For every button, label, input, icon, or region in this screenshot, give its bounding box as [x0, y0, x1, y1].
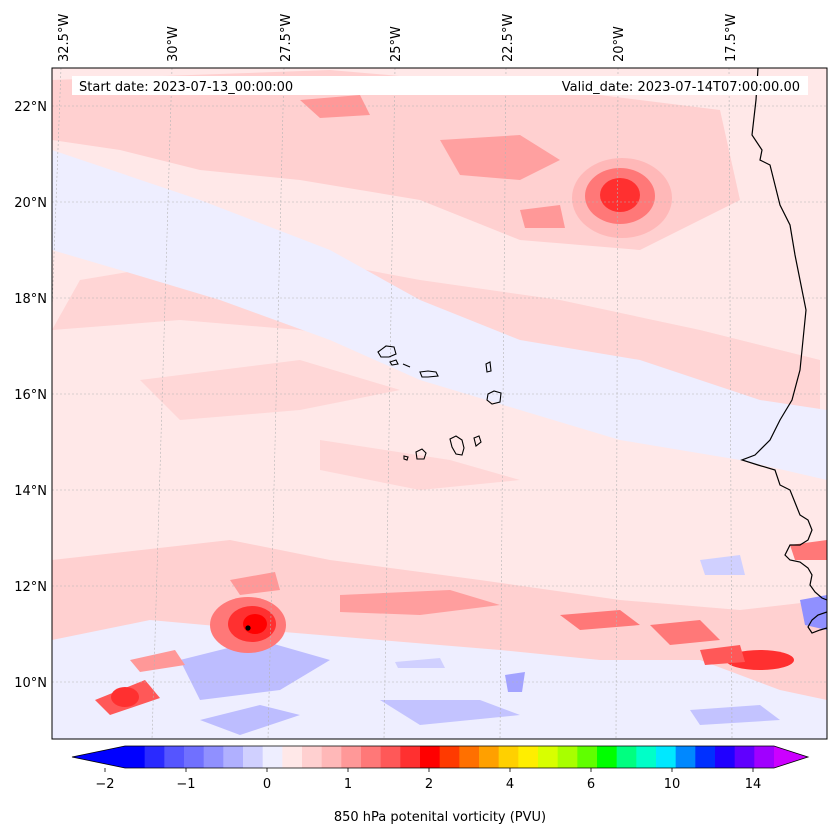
lon-label: 17.5°W — [724, 14, 739, 62]
colorbar-cells — [125, 746, 775, 768]
start-date-text: Start date: 2023-07-13_00:00:00 — [79, 80, 293, 95]
colorbar-cell — [302, 746, 323, 768]
colorbar-cell — [715, 746, 736, 768]
colorbar-cell — [538, 746, 559, 768]
africa-coastline — [740, 68, 827, 601]
graticule — [52, 68, 827, 739]
colorbar-cell — [420, 746, 441, 768]
colorbar-cell — [518, 746, 539, 768]
map-area — [52, 68, 827, 739]
colorbar-cell — [203, 746, 224, 768]
colorbar-cell — [734, 746, 755, 768]
lon-label: 22.5°W — [501, 14, 516, 62]
colorbar-cell — [675, 746, 696, 768]
colorbar-cell — [282, 746, 303, 768]
colorbar-cell — [321, 746, 342, 768]
lat-label: 14°N — [14, 484, 47, 499]
colorbar-under-arrow — [72, 746, 125, 768]
lon-label: 30°W — [166, 26, 181, 62]
colorbar-cell — [636, 746, 657, 768]
cbar-tick-label: 1 — [344, 777, 352, 792]
lon-label: 20°W — [612, 26, 627, 62]
colorbar-cell — [498, 746, 519, 768]
colorbar-cell — [656, 746, 677, 768]
colorbar-cell — [695, 746, 716, 768]
colorbar-cell — [243, 746, 264, 768]
colorbar-cell — [754, 746, 775, 768]
lat-label: 12°N — [14, 580, 47, 595]
pv-strong-features — [95, 95, 827, 715]
cbar-tick-label: 14 — [745, 777, 762, 792]
africa-coastline-south — [807, 611, 827, 634]
colorbar-cell — [125, 746, 146, 768]
colorbar-cell — [262, 746, 283, 768]
colorbar-cell — [616, 746, 637, 768]
cbar-tick-label: 0 — [263, 777, 271, 792]
header-box — [72, 76, 808, 95]
colorbar-over-arrow — [774, 746, 808, 768]
colorbar-cell — [184, 746, 205, 768]
colorbar-cell — [479, 746, 500, 768]
colorbar-outline — [71, 745, 810, 769]
cbar-tick-label: −2 — [95, 777, 114, 792]
valid-date-text: Valid_date: 2023-07-14T07:00:00.00 — [562, 80, 800, 95]
map-border — [51, 67, 828, 740]
cbar-tick-label: 6 — [587, 777, 595, 792]
colorbar: −2 −1 0 1 2 4 6 10 14 850 hPa potenital … — [71, 745, 810, 825]
lat-label: 22°N — [14, 100, 47, 115]
lat-label: 10°N — [14, 676, 47, 691]
colorbar-cell — [341, 746, 362, 768]
pv-negative-bands — [52, 150, 827, 739]
lon-label: 32.5°W — [57, 14, 72, 62]
colorbar-cell — [144, 746, 165, 768]
colorbar-cell — [439, 746, 460, 768]
colorbar-cell — [223, 746, 244, 768]
colorbar-cell — [459, 746, 480, 768]
latitude-labels: 22°N 20°N 18°N 16°N 14°N 12°N 10°N — [14, 100, 47, 691]
colorbar-tick-labels: −2 −1 0 1 2 4 6 10 14 — [95, 777, 761, 792]
lat-label: 16°N — [14, 388, 47, 403]
cbar-tick-label: 10 — [664, 777, 681, 792]
colorbar-cell — [557, 746, 578, 768]
lat-label: 20°N — [14, 196, 47, 211]
cbar-tick-label: 4 — [506, 777, 514, 792]
colorbar-cell — [361, 746, 382, 768]
lon-label: 25°W — [389, 26, 404, 62]
colorbar-cell — [380, 746, 401, 768]
colorbar-label: 850 hPa potenital vorticity (PVU) — [334, 810, 546, 825]
colorbar-cell — [597, 746, 618, 768]
colorbar-ticks — [104, 768, 754, 772]
lon-label: 27.5°W — [279, 14, 294, 62]
longitude-labels: 32.5°W 30°W 27.5°W 25°W 22.5°W 20°W 17.5… — [57, 14, 739, 62]
colorbar-cell — [577, 746, 598, 768]
cape-verde-islands — [377, 345, 502, 461]
colorbar-cell — [164, 746, 185, 768]
cbar-tick-label: −1 — [176, 777, 195, 792]
cbar-tick-label: 2 — [425, 777, 433, 792]
lat-label: 18°N — [14, 292, 47, 307]
colorbar-cell — [400, 746, 421, 768]
vortex-center-marker — [245, 625, 251, 631]
